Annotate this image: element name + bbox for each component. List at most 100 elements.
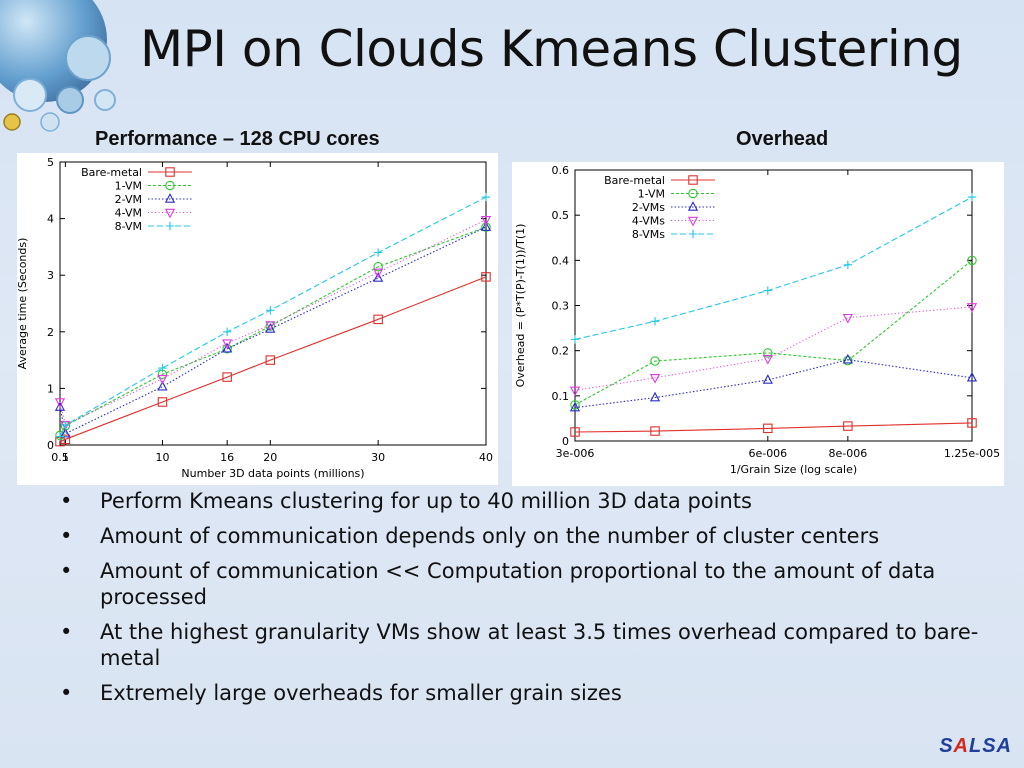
legend-marker xyxy=(687,216,699,227)
x-tick-label: 1.25e-005 xyxy=(944,447,1000,460)
y-tick-label: 0.1 xyxy=(552,390,570,403)
data-point xyxy=(763,348,773,358)
legend-label: 2-VMs xyxy=(632,201,665,214)
bullet-list: Perform Kmeans clustering for up to 40 m… xyxy=(55,488,995,715)
data-point xyxy=(649,374,661,384)
series-8-vms xyxy=(570,192,977,344)
data-point xyxy=(762,355,773,365)
data-point xyxy=(480,221,492,231)
y-tick-label: 0.6 xyxy=(552,164,570,177)
legend-label: 4-VMs xyxy=(632,215,665,228)
legend-marker xyxy=(687,201,699,211)
y-tick-label: 4 xyxy=(47,213,54,226)
logo-letter: L xyxy=(968,735,983,757)
data-point xyxy=(843,260,853,270)
x-axis-label: 1/Grain Size (log scale) xyxy=(730,463,857,476)
series-bare-metal xyxy=(55,272,491,447)
data-point xyxy=(569,401,581,412)
series-4-vms xyxy=(569,303,978,397)
data-point xyxy=(649,391,661,402)
data-point xyxy=(61,420,70,430)
salsa-logo: SALSA xyxy=(939,735,1012,758)
x-tick-label: 6e-006 xyxy=(748,447,787,460)
x-tick-label: 40 xyxy=(479,451,493,464)
y-tick-label: 0.4 xyxy=(552,254,570,267)
data-point xyxy=(157,380,168,391)
legend-label: 1-VM xyxy=(115,180,142,193)
y-axis-label: Average time (Seconds) xyxy=(17,238,29,370)
chart2-panel: 0 0.1 0.2 0.3 0.4 0.5 0.6 3e-006 6e-006 8e-006 1.2… xyxy=(512,162,1004,486)
series-bare-metal xyxy=(570,418,977,437)
y-axis-label: Overhead = (P*T(P)-T(1))/T(1) xyxy=(514,224,527,388)
series-line xyxy=(59,219,487,426)
data-point xyxy=(570,400,580,410)
data-point xyxy=(222,342,233,353)
data-point xyxy=(966,303,978,313)
y-tick-label: 0 xyxy=(47,439,54,452)
series-line xyxy=(59,196,487,437)
data-point xyxy=(222,327,232,336)
data-point xyxy=(222,339,233,349)
data-point xyxy=(265,321,276,331)
data-point xyxy=(763,423,773,434)
chart1-panel: 0 1 2 3 4 5 0.5 1 10 16 20 30 40 Number 3D data point… xyxy=(16,153,498,485)
legend-label: 1-VM xyxy=(638,188,665,201)
plot-frame xyxy=(59,161,487,446)
bullet-item: Extremely large overheads for smaller gr… xyxy=(55,680,995,706)
legend-marker xyxy=(688,188,698,199)
x-tick-label: 10 xyxy=(155,451,169,464)
x-axis-label: Number 3D data points (millions) xyxy=(181,467,364,480)
bullet-item: Amount of communication << Computation p… xyxy=(55,558,995,610)
bullet-item: Amount of communication depends only on … xyxy=(55,523,995,549)
legend-label: 2-VM xyxy=(115,193,142,206)
x-tick-label: 1 xyxy=(62,451,69,464)
data-point xyxy=(373,268,384,279)
data-point xyxy=(157,397,168,407)
x-tick-label: 30 xyxy=(371,451,385,464)
data-point xyxy=(966,371,978,382)
y-tick-label: 1 xyxy=(47,382,54,395)
overhead-chart: 0 0.1 0.2 0.3 0.4 0.5 0.6 3e-006 6e-006 8e-006 1.2… xyxy=(514,164,1000,476)
y-tick-label: 2 xyxy=(47,326,54,339)
data-point xyxy=(266,306,275,315)
data-point xyxy=(480,215,492,226)
data-point xyxy=(481,272,491,282)
data-point xyxy=(762,374,773,384)
data-point xyxy=(373,314,383,325)
logo-letter: A xyxy=(953,735,969,757)
data-point xyxy=(842,313,853,324)
series-line xyxy=(59,276,487,443)
data-point xyxy=(843,421,853,431)
data-point xyxy=(373,248,383,257)
data-point xyxy=(373,261,383,272)
data-point xyxy=(967,418,977,428)
legend-marker xyxy=(164,193,176,203)
legend-label: Bare-metal xyxy=(604,174,665,187)
data-point xyxy=(650,317,660,326)
data-point xyxy=(54,398,66,408)
legend-marker xyxy=(165,167,175,177)
logo-letter: A xyxy=(996,735,1012,757)
data-point xyxy=(157,375,168,385)
series-2-vm xyxy=(54,221,492,438)
y-tick-label: 0.3 xyxy=(552,300,570,313)
logo-letter: S xyxy=(939,735,954,757)
logo-letter: S xyxy=(982,735,997,757)
bullet-item: At the highest granularity VMs show at l… xyxy=(55,619,995,671)
data-point xyxy=(158,363,167,373)
y-tick-label: 3 xyxy=(47,269,54,282)
data-point xyxy=(265,323,276,333)
chart2-title: Overhead xyxy=(736,128,829,150)
data-point xyxy=(265,355,276,365)
legend-label: 4-VM xyxy=(115,207,142,220)
data-point xyxy=(55,432,65,441)
y-tick-label: 0.5 xyxy=(552,209,570,222)
series-line xyxy=(59,226,487,436)
legend-marker xyxy=(164,208,176,219)
data-point xyxy=(650,356,660,366)
series-line xyxy=(574,259,973,406)
y-tick-label: 0.2 xyxy=(552,345,570,358)
